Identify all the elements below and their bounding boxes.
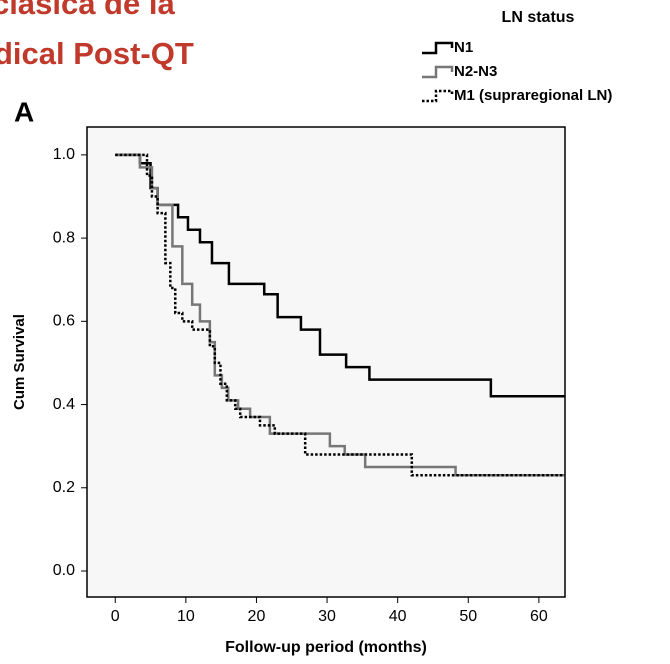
panel-label: A bbox=[14, 96, 34, 127]
x-tick-label: 40 bbox=[389, 608, 407, 625]
legend-swatch bbox=[422, 41, 454, 55]
y-tick-label: 0.6 bbox=[53, 313, 75, 330]
x-tick-label: 20 bbox=[248, 608, 266, 625]
legend-label: N2-N3 bbox=[454, 63, 497, 80]
legend-swatch bbox=[422, 65, 454, 79]
y-tick-label: 0.8 bbox=[53, 229, 75, 246]
x-tick-label: 30 bbox=[318, 608, 336, 625]
x-tick-label: 0 bbox=[111, 608, 120, 625]
legend-swatch bbox=[422, 89, 454, 103]
legend-label: M1 (supraregional LN) bbox=[454, 87, 612, 104]
y-axis-label: Cum Survival bbox=[11, 314, 28, 410]
survival-line bbox=[115, 153, 565, 477]
x-axis-label: Follow-up period (months) bbox=[225, 639, 427, 656]
header-line: clásica de la bbox=[0, 0, 175, 21]
y-tick-label: 1.0 bbox=[53, 146, 75, 163]
y-tick-label: 0.2 bbox=[53, 479, 75, 496]
survival-line bbox=[115, 153, 565, 477]
legend-title: LN status bbox=[502, 9, 575, 26]
x-tick-label: 50 bbox=[459, 608, 477, 625]
x-tick-label: 10 bbox=[177, 608, 195, 625]
y-tick-label: 0.4 bbox=[53, 396, 75, 413]
x-tick-label: 60 bbox=[530, 608, 548, 625]
y-tick-label: 0.0 bbox=[53, 562, 75, 579]
header-line: dical Post-QT bbox=[0, 36, 194, 71]
legend-label: N1 bbox=[454, 39, 473, 56]
